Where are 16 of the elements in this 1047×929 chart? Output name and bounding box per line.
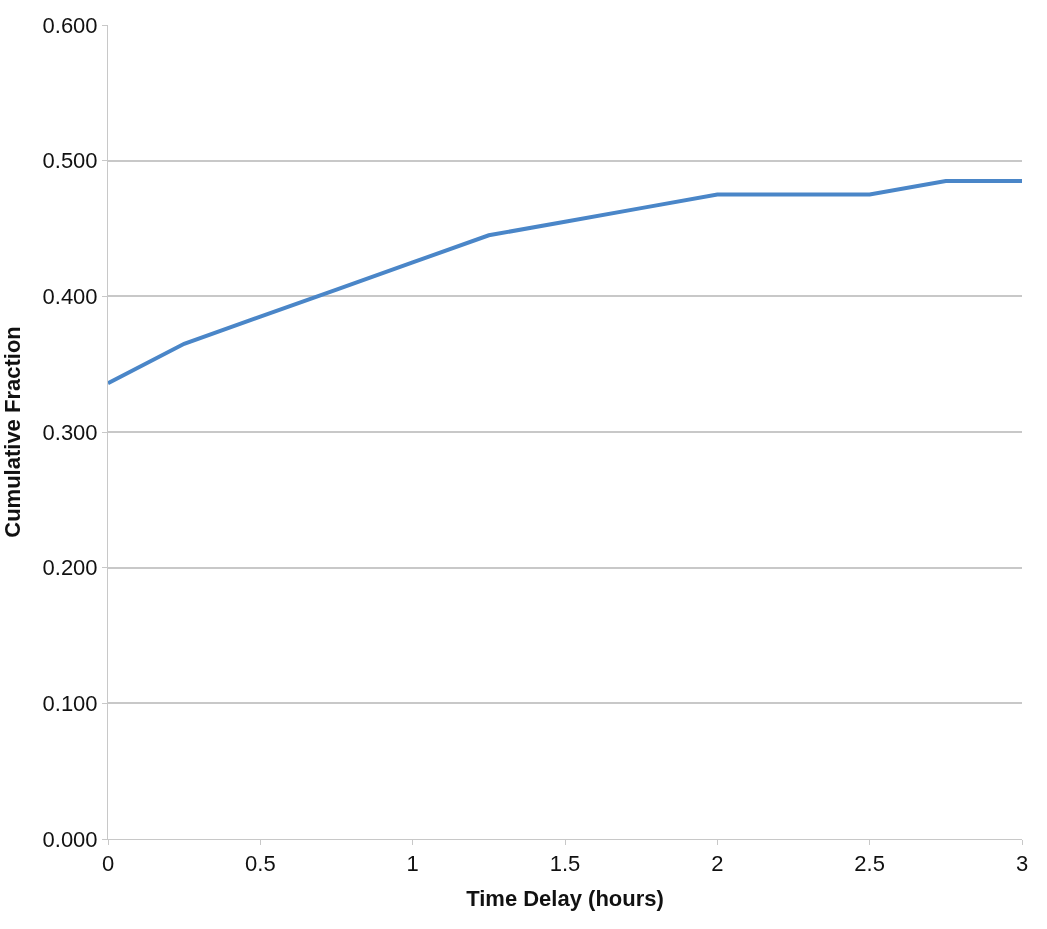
x-tick-label: 1 [406,851,419,877]
x-tick-label: 0 [101,851,115,877]
y-tick-label: 0.400 [42,284,98,310]
x-tick-label: 0.5 [245,851,276,877]
y-tick-label: 0.000 [42,826,98,852]
x-tick-label: 2.5 [854,851,885,877]
x-tick-label: 3 [1015,851,1029,877]
y-axis-title: Cumulative Fraction [0,326,26,538]
y-tick-label: 0.600 [42,12,98,38]
x-axis-title: Time Delay (hours) [466,886,664,912]
y-tick-label: 0.300 [42,419,98,445]
x-tick-label: 2 [711,851,724,877]
y-tick-label: 0.500 [42,148,98,174]
x-tick-label: 1.5 [549,851,581,877]
y-tick-label: 0.100 [42,691,98,717]
y-tick-label: 0.200 [42,555,98,581]
